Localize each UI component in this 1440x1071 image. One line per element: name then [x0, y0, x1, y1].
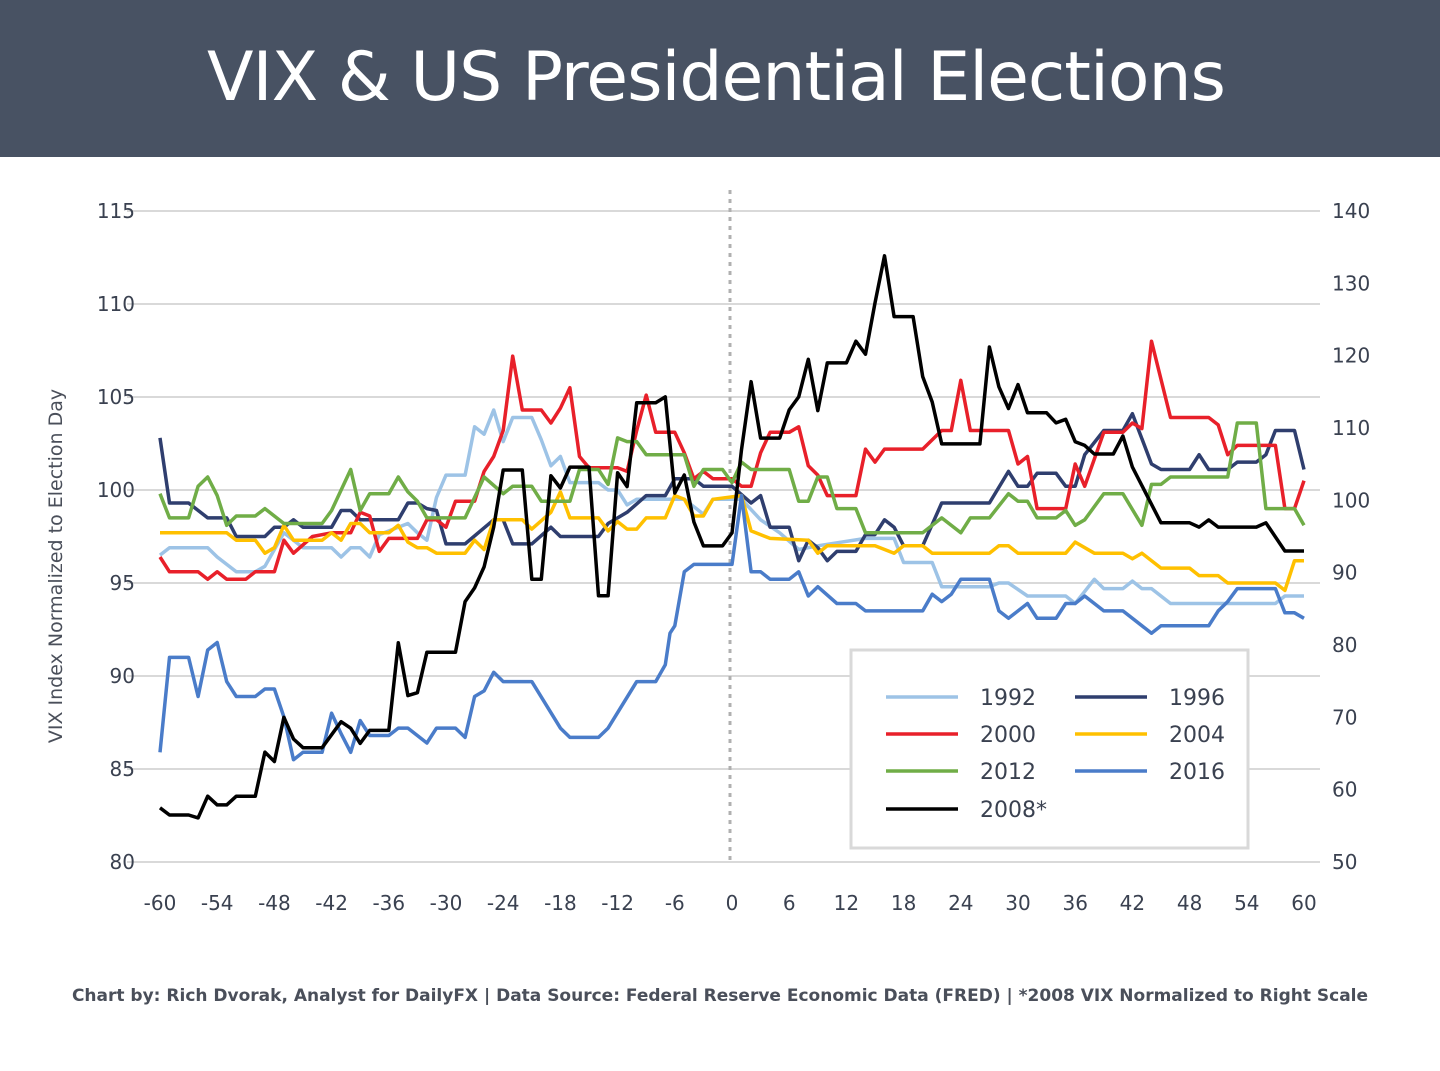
x-tick-label: 54	[1234, 891, 1259, 915]
y2-tick-label: 90	[1332, 561, 1357, 585]
series-line-1996	[158, 411, 1306, 563]
y-tick-label: 115	[97, 199, 135, 223]
y-axis-label: VIX Index Normalized to Election Day	[45, 389, 67, 743]
legend-label: 1992	[980, 686, 1036, 711]
chart-title: VIX & US Presidential Elections	[207, 38, 1226, 117]
series-line-2016	[158, 493, 1305, 762]
y2-tick-label: 70	[1332, 705, 1357, 729]
y2-tick-label: 140	[1332, 199, 1370, 223]
legend-label: 2004	[1169, 723, 1225, 748]
legend-box	[849, 648, 1250, 850]
x-tick-label: 18	[891, 891, 916, 915]
series-line-2008	[158, 254, 1304, 820]
title-banner: VIX & US Presidential Elections	[0, 0, 1440, 157]
x-tick-label: -42	[315, 891, 348, 915]
x-tick-label: -12	[601, 891, 634, 915]
y-tick-label: 95	[110, 571, 135, 595]
gridlines	[127, 210, 1320, 863]
series-lines	[158, 254, 1306, 820]
x-tick-label: -48	[258, 891, 291, 915]
y2-tick-label: 60	[1332, 778, 1357, 802]
x-tick-label: 6	[783, 891, 796, 915]
x-tick-label: -36	[372, 891, 405, 915]
y-tick-label: 100	[97, 478, 135, 502]
x-tick-label: -18	[544, 891, 577, 915]
x-tick-label: 48	[1177, 891, 1202, 915]
legend-label: 1996	[1169, 686, 1225, 711]
y2-tick-label: 130	[1332, 271, 1370, 295]
y2-tick-label: 120	[1332, 344, 1370, 368]
legend: 1992 1996 2000 2004 2012 2016 2008*	[849, 648, 1250, 850]
y-tick-label: 85	[110, 757, 135, 781]
y-tick-label: 110	[97, 292, 135, 316]
x-tick-label: 0	[726, 891, 739, 915]
y2-tick-label: 110	[1332, 416, 1370, 440]
x-tick-label: 30	[1005, 891, 1030, 915]
x-tick-label: 42	[1120, 891, 1145, 915]
axis-ticks: 8085909510010511011550607080901001101201…	[97, 199, 1370, 915]
legend-label: 2016	[1169, 760, 1225, 785]
y-tick-label: 90	[110, 664, 135, 688]
x-tick-label: -6	[665, 891, 685, 915]
x-tick-label: 24	[948, 891, 973, 915]
y-tick-label: 80	[110, 850, 135, 874]
series-line-2012	[158, 421, 1306, 535]
x-tick-label: -24	[487, 891, 520, 915]
x-tick-label: -60	[144, 891, 177, 915]
x-tick-label: 36	[1062, 891, 1087, 915]
x-tick-label: 60	[1291, 891, 1316, 915]
y-tick-label: 105	[97, 385, 135, 409]
legend-label: 2012	[980, 760, 1036, 785]
y2-tick-label: 80	[1332, 633, 1357, 657]
y2-tick-label: 100	[1332, 488, 1370, 512]
x-tick-label: -54	[201, 891, 234, 915]
source-footnote: Chart by: Rich Dvorak, Analyst for Daily…	[71, 986, 1369, 1006]
legend-label: 2008*	[980, 798, 1047, 823]
series-line-2000	[158, 339, 1306, 582]
series-line-2004	[160, 490, 1304, 593]
series-line-1992	[158, 408, 1304, 606]
y2-tick-label: 50	[1332, 850, 1357, 874]
x-tick-label: -30	[430, 891, 463, 915]
x-tick-label: 12	[834, 891, 859, 915]
legend-label: 2000	[980, 723, 1036, 748]
